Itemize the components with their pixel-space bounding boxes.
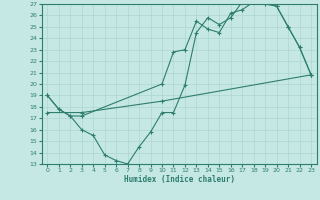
X-axis label: Humidex (Indice chaleur): Humidex (Indice chaleur): [124, 175, 235, 184]
